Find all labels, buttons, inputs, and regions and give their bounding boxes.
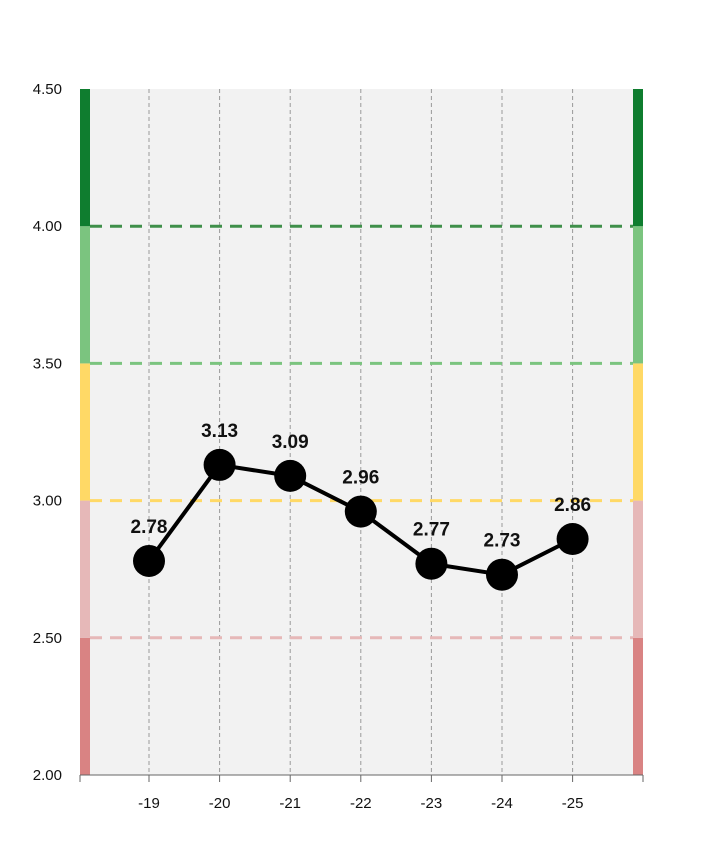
band-right bbox=[633, 226, 643, 364]
plot-area bbox=[80, 89, 643, 775]
x-tick-label: -25 bbox=[562, 795, 584, 812]
data-label: 2.96 bbox=[342, 468, 379, 489]
band-left bbox=[80, 89, 90, 227]
y-tick-label: 4.00 bbox=[33, 218, 62, 235]
data-point bbox=[133, 544, 165, 577]
data-point bbox=[556, 523, 589, 556]
y-tick-label: 4.50 bbox=[33, 81, 62, 98]
data-point bbox=[486, 558, 518, 591]
x-tick-label: -22 bbox=[350, 795, 372, 812]
band-left bbox=[80, 500, 90, 638]
band-left bbox=[80, 226, 90, 364]
x-tick-label: -24 bbox=[491, 795, 513, 812]
y-tick-label: 3.00 bbox=[33, 493, 62, 510]
band-right bbox=[633, 363, 643, 501]
data-label: 3.13 bbox=[201, 421, 238, 442]
y-tick-label: 2.00 bbox=[33, 767, 62, 784]
x-tick-label: -19 bbox=[138, 795, 160, 812]
data-point bbox=[274, 459, 307, 492]
data-label: 2.73 bbox=[484, 531, 521, 552]
band-right bbox=[633, 89, 643, 227]
x-tick-label: -23 bbox=[421, 795, 443, 812]
x-tick-label: -21 bbox=[279, 795, 301, 812]
data-label: 3.09 bbox=[272, 432, 309, 453]
band-right bbox=[633, 637, 643, 775]
x-tick-label: -20 bbox=[209, 795, 231, 812]
y-tick-label: 2.50 bbox=[33, 630, 62, 647]
data-label: 2.77 bbox=[413, 520, 450, 541]
data-label: 2.78 bbox=[131, 517, 168, 538]
data-point bbox=[203, 448, 236, 481]
data-label: 2.86 bbox=[554, 495, 591, 516]
band-right bbox=[633, 500, 643, 638]
data-point bbox=[344, 495, 377, 528]
y-tick-label: 3.50 bbox=[33, 355, 62, 372]
band-left bbox=[80, 363, 90, 501]
band-left bbox=[80, 637, 90, 775]
data-point bbox=[415, 547, 448, 580]
